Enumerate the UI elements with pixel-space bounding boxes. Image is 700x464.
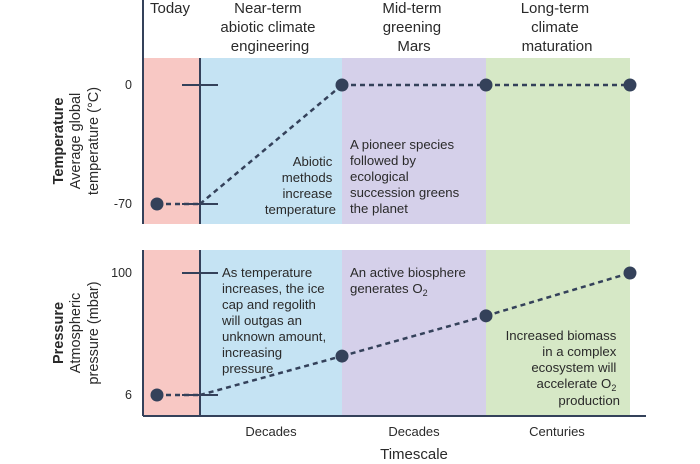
temperature-point-3 — [623, 78, 637, 92]
phase-title-long-term: Long-term climate maturation — [521, 0, 594, 55]
temperature-point-2 — [479, 78, 493, 92]
temperature-series-line — [157, 83, 630, 206]
pressure-point-0 — [150, 388, 164, 402]
pressure-panel: 100 6 As temperature increases, the ice … — [51, 250, 646, 417]
ylabel-pressure-bold: Pressure — [51, 302, 67, 364]
pressure-point-2 — [479, 309, 493, 323]
xtick-label-mid-term: Decades — [388, 424, 440, 439]
ylabel-pressure-line2: pressure (mbar) — [86, 281, 102, 384]
pressure-series-points — [150, 266, 637, 402]
band-long-term-pressure — [486, 250, 630, 416]
pressure-series-line — [157, 271, 631, 397]
temperature-point-0 — [150, 197, 164, 211]
temperature-series-points — [150, 78, 637, 211]
phase-title-mid-term: Mid-term greening Mars — [382, 0, 445, 55]
annotation-pioneer-species: A pioneer species followed by ecological… — [350, 137, 463, 216]
ylabel-temperature-line1: Average global — [68, 93, 84, 189]
pressure-point-1 — [335, 349, 349, 363]
xtick-label-long-term: Centuries — [529, 424, 585, 439]
temperature-segment-1 — [199, 84, 343, 205]
pressure-segment-3 — [485, 271, 631, 318]
band-near-term — [200, 58, 342, 224]
phase-title-today: Today — [150, 0, 191, 17]
ytick-label-100: 100 — [111, 266, 132, 280]
xtick-label-near-term: Decades — [245, 424, 297, 439]
temperature-point-1 — [335, 78, 349, 92]
band-today — [143, 58, 200, 224]
band-today-pressure — [143, 250, 200, 416]
annotation-abiotic-methods: Abiotic methods increase temperature — [265, 154, 336, 217]
temperature-panel: 0 -70 Abiotic methods increase temperatu… — [51, 0, 637, 224]
pressure-segment-1 — [199, 354, 343, 397]
annotation-active-biosphere: An active biosphere generates O2 — [350, 265, 470, 298]
band-mid-term-pressure — [342, 250, 486, 416]
x-axis-title: Timescale — [380, 446, 448, 463]
ytick-label-0: 0 — [125, 78, 132, 92]
band-near-term-pressure — [200, 250, 342, 416]
pressure-segment-2 — [341, 314, 487, 358]
ylabel-temperature-line2: temperature (°C) — [86, 87, 102, 195]
ytick-label-minus70: -70 — [114, 197, 132, 211]
ytick-label-6: 6 — [125, 388, 132, 402]
annotation-increased-biomass: Increased biomass in a complex ecosystem… — [506, 328, 620, 408]
phase-title-near-term: Near-term abiotic climate engineering — [220, 0, 319, 55]
ylabel-pressure-line1: Atmospheric — [68, 293, 84, 374]
annotation-outgassing: As temperature increases, the ice cap an… — [221, 265, 330, 376]
pressure-point-3 — [623, 266, 637, 280]
band-long-term — [486, 58, 630, 224]
ylabel-temperature-bold: Temperature — [51, 98, 67, 185]
